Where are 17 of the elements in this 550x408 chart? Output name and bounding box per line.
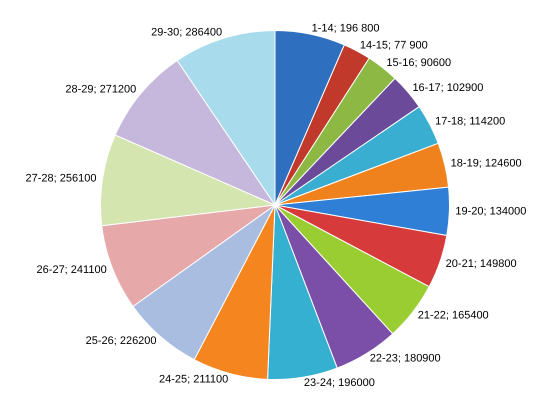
slice-label: 14-15; 77 900 — [360, 40, 428, 52]
slice-label: 29-30; 286400 — [151, 26, 222, 38]
slice-label: 17-18; 114200 — [435, 116, 506, 128]
slice-label: 15-16; 90600 — [386, 56, 452, 69]
slice-label: 20-21; 149800 — [446, 258, 517, 270]
slice-label: 27-28; 256100 — [25, 172, 96, 185]
slice-label: 18-19; 124600 — [450, 158, 522, 170]
slice-label: 19-20; 134000 — [455, 206, 526, 218]
slice-label: 22-23; 180900 — [370, 352, 441, 365]
slice-label: 21-22; 165400 — [418, 310, 489, 322]
slice-label: 25-26; 226200 — [86, 335, 157, 348]
slice-label: 28-29; 271200 — [65, 84, 136, 96]
slice-label: 1-14; 196 800 — [312, 22, 380, 34]
slice-label: 26-27; 241100 — [36, 264, 107, 276]
slice-label: 23-24; 196000 — [304, 377, 375, 390]
slice-label: 24-25; 211100 — [158, 373, 228, 386]
slice-label: 16-17; 102900 — [412, 82, 484, 94]
